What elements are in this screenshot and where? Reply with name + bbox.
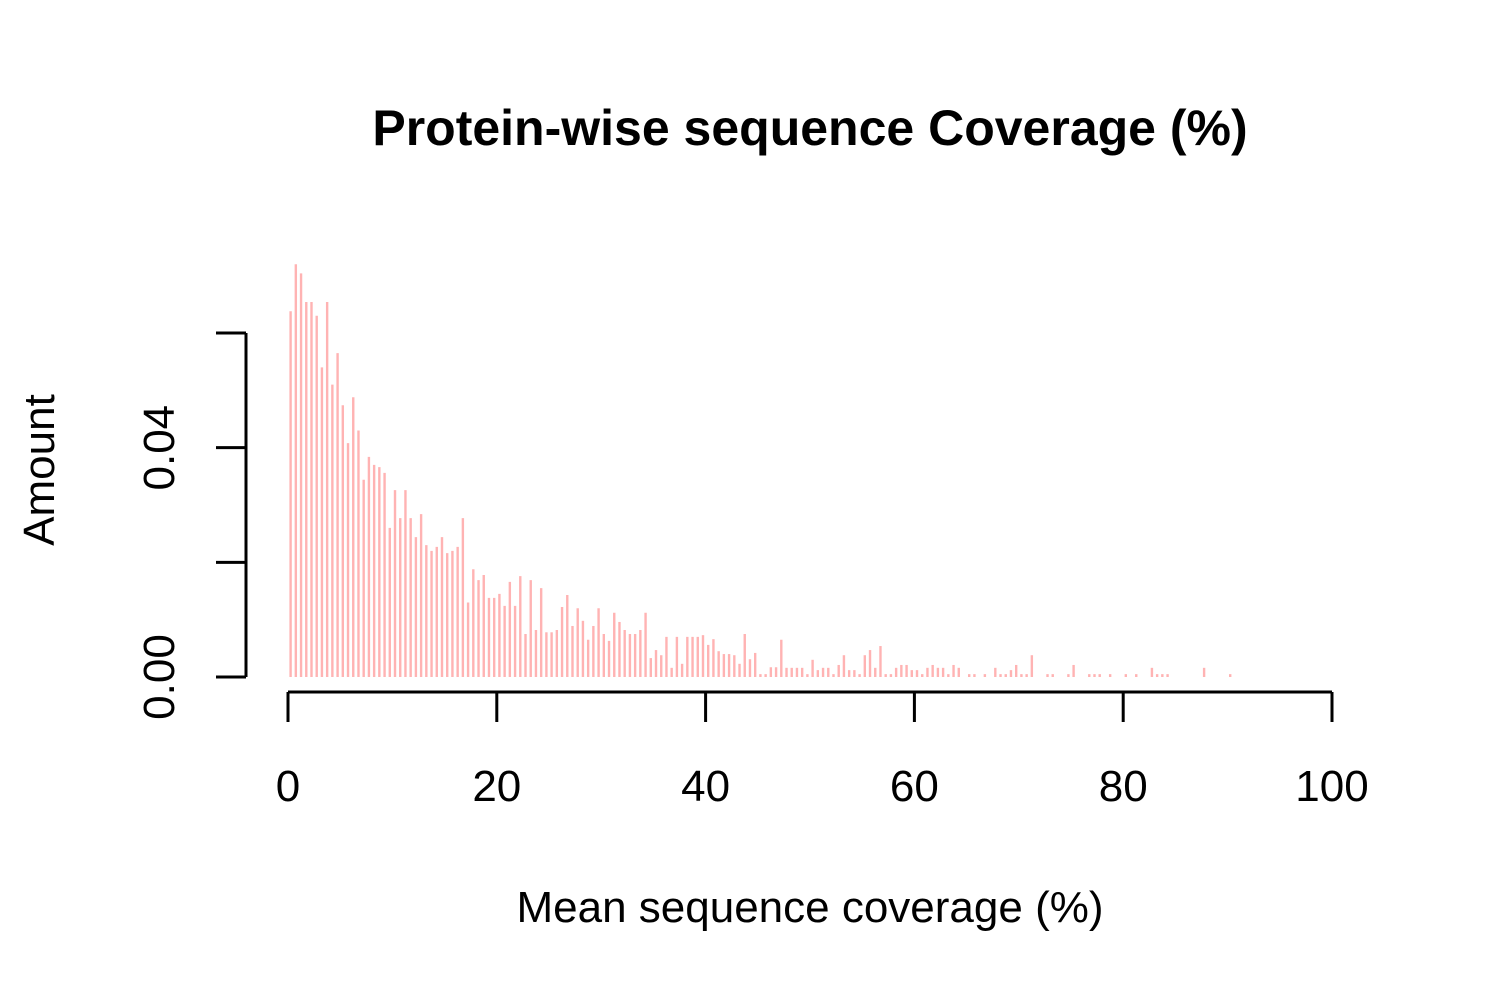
x-tick-label: 20: [472, 762, 521, 811]
y-axis-label: Amount: [15, 394, 64, 546]
y-tick-label: 0.00: [135, 634, 184, 720]
y-tick-label: 0.04: [135, 405, 184, 491]
x-tick-label: 0: [276, 762, 300, 811]
x-axis-label: Mean sequence coverage (%): [517, 883, 1104, 932]
x-tick-label: 80: [1099, 762, 1148, 811]
x-tick-label: 100: [1295, 762, 1368, 811]
chart-title: Protein-wise sequence Coverage (%): [372, 100, 1247, 156]
x-tick-label: 60: [890, 762, 939, 811]
x-tick-label: 40: [681, 762, 730, 811]
